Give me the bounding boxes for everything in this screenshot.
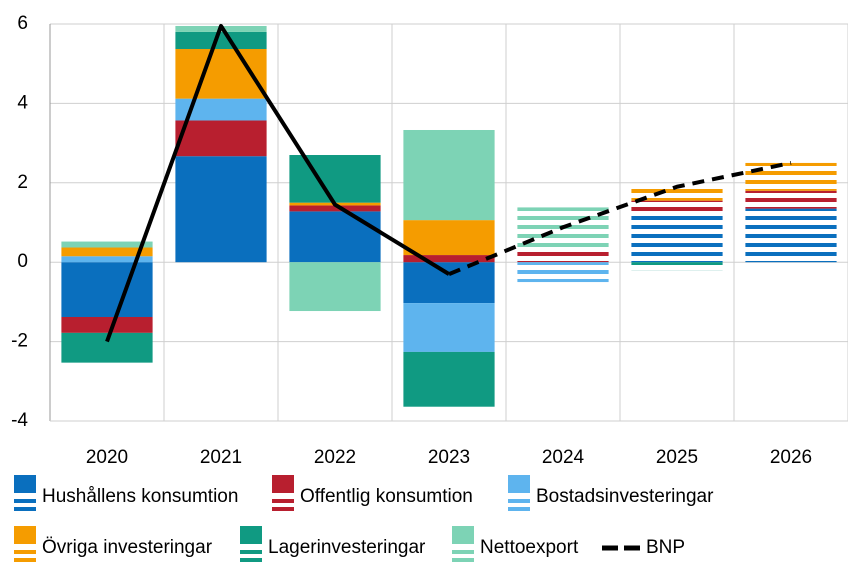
bar-segment — [61, 262, 153, 317]
bar-segment — [631, 212, 723, 263]
legend-swatch-striped — [508, 499, 530, 503]
bar-segment — [175, 120, 267, 157]
bar-segment — [61, 256, 153, 263]
legend-swatch-striped — [14, 499, 36, 503]
legend-swatch — [272, 475, 294, 493]
bar-segment — [403, 129, 495, 221]
y-tick-label: 2 — [17, 172, 28, 193]
legend-swatch-striped — [272, 507, 294, 511]
legend-label: Övriga investeringar — [42, 537, 213, 558]
bar-segment — [403, 303, 495, 352]
bar-segment — [61, 241, 153, 248]
x-tick-label: 2022 — [314, 447, 356, 468]
bar-segment — [289, 262, 381, 312]
legend-label: Offentlig konsumtion — [300, 486, 473, 507]
x-tick-label: 2021 — [200, 447, 242, 468]
y-tick-label: 4 — [17, 92, 28, 113]
bar-segment — [175, 98, 267, 121]
legend-swatch-striped — [452, 550, 474, 554]
y-tick-label: -4 — [11, 410, 28, 431]
y-tick-label: 6 — [17, 13, 28, 34]
y-tick-label: -2 — [11, 331, 28, 352]
bar-segment — [403, 262, 495, 304]
line — [448, 160, 792, 276]
bar-segment — [289, 211, 381, 263]
bar-segment — [175, 31, 267, 50]
legend-swatch-striped — [272, 499, 294, 503]
legend-swatch-striped — [14, 550, 36, 554]
legend-swatch — [508, 475, 530, 493]
legend-swatch — [14, 526, 36, 544]
bar-segment — [631, 200, 723, 213]
y-tick-label: 0 — [17, 251, 28, 272]
bar-segment — [289, 155, 381, 203]
legend-swatch-striped — [240, 558, 262, 562]
legend-label: Bostadsinvesteringar — [536, 486, 714, 507]
x-tick-label: 2026 — [770, 447, 812, 468]
legend-swatch — [452, 526, 474, 544]
bar-segment — [175, 156, 267, 263]
x-tick-label: 2024 — [542, 447, 585, 468]
x-tick-label: 2023 — [428, 447, 470, 468]
legend-label: Lagerinvesteringar — [268, 537, 426, 558]
legend-swatch-striped — [14, 507, 36, 511]
legend-swatch-striped — [14, 558, 36, 562]
bar-segment — [61, 247, 153, 257]
bar-segment — [61, 316, 153, 333]
x-tick-label: 2020 — [86, 447, 128, 468]
legend-label: Nettoexport — [480, 537, 579, 558]
bar-segment — [517, 248, 609, 263]
bar-segment — [745, 190, 837, 209]
x-tick-label: 2025 — [656, 447, 698, 468]
bar-segment — [403, 351, 495, 407]
bar-segment — [403, 255, 495, 263]
legend-swatch — [240, 526, 262, 544]
bar-segment — [631, 262, 723, 271]
legend-swatch-striped — [508, 507, 530, 511]
legend-label: BNP — [646, 537, 685, 558]
bar-segment — [289, 205, 381, 212]
bar-segment — [631, 184, 723, 201]
line — [105, 23, 451, 343]
legend-swatch-striped — [240, 550, 262, 554]
legend-swatch-striped — [452, 558, 474, 562]
bar-segment — [517, 262, 609, 283]
legend-swatch — [14, 475, 36, 493]
bar-segment — [745, 208, 837, 263]
legend-label: Hushållens konsumtion — [42, 486, 238, 507]
bar-segment — [403, 220, 495, 256]
bar-segment — [745, 162, 837, 191]
